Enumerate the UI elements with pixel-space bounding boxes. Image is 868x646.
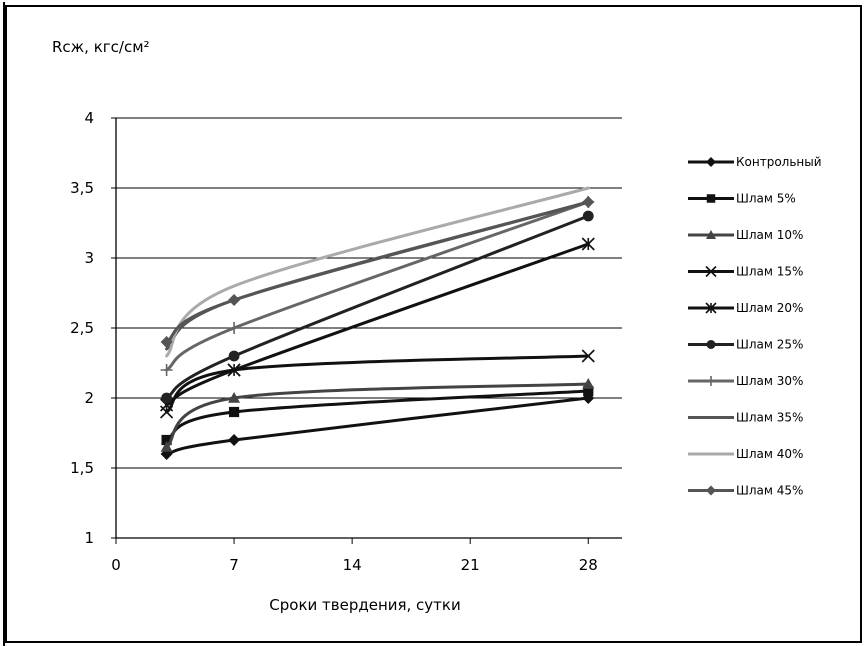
series-line — [165, 200, 590, 344]
series-line — [165, 186, 590, 358]
series-2 — [160, 378, 595, 452]
series-9 — [160, 196, 595, 348]
legend-item: Шлам 10% — [688, 228, 803, 242]
data-point — [160, 364, 173, 376]
legend-item: Шлам 45% — [688, 484, 803, 498]
legend-label: Шлам 20% — [736, 301, 803, 315]
data-point — [581, 349, 595, 363]
data-point — [582, 196, 595, 208]
data-point — [160, 336, 173, 348]
data-point — [228, 392, 241, 403]
y-axis-title: Rсж, кгс/см² — [52, 38, 150, 56]
data-point — [160, 441, 173, 452]
y-tick-label: 1 — [84, 529, 94, 547]
legend-marker — [706, 157, 716, 167]
data-point — [228, 350, 240, 362]
legend-label: Шлам 30% — [736, 374, 803, 388]
legend-label: Шлам 5% — [736, 192, 796, 206]
x-tick-label: 21 — [461, 556, 480, 574]
series-layer — [160, 186, 595, 460]
legend-label: Шлам 35% — [736, 411, 803, 425]
data-point — [582, 378, 595, 389]
series-5 — [161, 210, 594, 404]
x-tick-label: 14 — [343, 556, 362, 574]
series-line — [165, 214, 590, 400]
legend-label: Шлам 45% — [736, 484, 803, 498]
y-tick-label: 2,5 — [70, 319, 94, 337]
legend-label: Шлам 10% — [736, 228, 803, 242]
y-tick-label: 2 — [84, 389, 94, 407]
series-line — [165, 200, 590, 372]
data-point — [228, 294, 241, 306]
legend-marker — [706, 376, 716, 386]
legend-item: Шлам 40% — [688, 447, 803, 461]
legend-item: Шлам 30% — [688, 374, 803, 388]
data-point — [581, 237, 595, 251]
series-line — [165, 242, 590, 407]
legend-marker — [705, 265, 717, 278]
axis-layer: 1 1,5 2 2,5 3 3,5 4 0 7 14 21 28 — [70, 109, 622, 574]
legend-marker — [706, 340, 716, 349]
data-point — [228, 322, 241, 334]
legend-item: Шлам 20% — [688, 301, 803, 315]
y-tick-label: 1,5 — [70, 459, 94, 477]
chart-border — [5, 5, 862, 643]
series-line — [165, 382, 590, 449]
legend-marker — [706, 485, 716, 496]
legend-item: Контрольный — [688, 155, 822, 169]
legend: Контрольный Шлам 5% Шлам 10% Шлам 15% Шлам 2… — [688, 155, 822, 498]
data-point — [228, 406, 240, 418]
legend-label: Шлам 25% — [736, 338, 803, 352]
series-8 — [165, 186, 590, 358]
legend-marker — [705, 302, 717, 314]
grid-layer — [116, 117, 622, 469]
legend-label: Шлам 40% — [736, 447, 803, 461]
legend-item: Шлам 5% — [688, 192, 796, 206]
y-tick-label: 3 — [84, 249, 94, 267]
x-tick-label: 28 — [579, 556, 598, 574]
data-point — [583, 385, 594, 397]
legend-label: Контрольный — [736, 155, 822, 169]
legend-marker — [706, 230, 716, 239]
y-tick-label: 3,5 — [70, 179, 94, 197]
data-point — [228, 434, 241, 446]
legend-label: Шлам 15% — [736, 265, 803, 279]
y-tick-label: 4 — [84, 109, 94, 127]
legend-marker — [706, 194, 716, 203]
x-axis-title: Сроки твердения, сутки — [269, 596, 460, 614]
data-point — [227, 363, 241, 377]
data-point — [161, 434, 172, 446]
x-tick-label: 7 — [229, 556, 239, 574]
data-point — [582, 210, 594, 222]
data-point — [161, 392, 173, 404]
legend-item: Шлам 35% — [688, 411, 803, 425]
series-line — [165, 396, 590, 456]
legend-item: Шлам 15% — [688, 265, 803, 279]
x-tick-label: 0 — [111, 556, 121, 574]
legend-item: Шлам 25% — [688, 338, 803, 352]
series-4 — [160, 237, 595, 412]
